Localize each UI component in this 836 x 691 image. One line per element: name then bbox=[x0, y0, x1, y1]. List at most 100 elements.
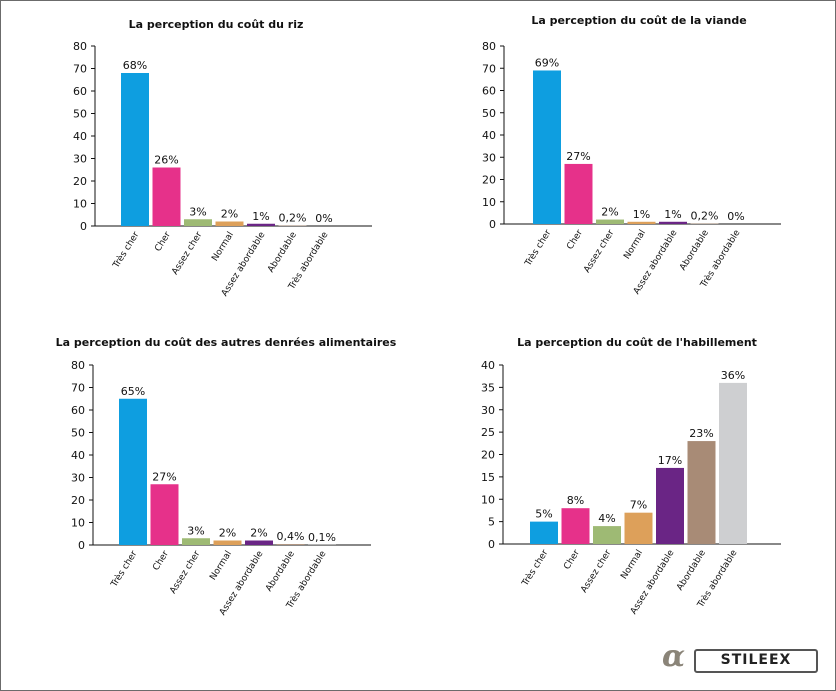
y-tick-label: 0 bbox=[80, 220, 87, 233]
y-tick-label: 30 bbox=[482, 151, 496, 164]
category-label: Très cher bbox=[108, 549, 140, 590]
y-tick-label: 10 bbox=[481, 493, 495, 506]
category-label: Assez cher bbox=[582, 228, 616, 275]
data-label: 7% bbox=[630, 499, 647, 512]
y-tick-label: 35 bbox=[481, 381, 495, 394]
category-label: Assez cher bbox=[170, 230, 204, 277]
category-label: Abordable bbox=[264, 549, 297, 594]
y-tick-label: 20 bbox=[482, 174, 496, 187]
category-label: Assez cher bbox=[579, 548, 613, 595]
bar bbox=[119, 398, 147, 545]
y-tick-label: 80 bbox=[73, 40, 87, 53]
alpha-logo-icon: α bbox=[662, 639, 686, 674]
data-label: 0% bbox=[727, 210, 744, 223]
data-label: 17% bbox=[658, 454, 682, 467]
y-tick-label: 50 bbox=[73, 108, 87, 121]
data-label: 1% bbox=[664, 208, 681, 221]
data-label: 26% bbox=[154, 154, 178, 167]
bar bbox=[596, 219, 624, 224]
data-label: 3% bbox=[187, 524, 204, 537]
bar bbox=[659, 221, 687, 224]
chart-title: La perception du coût des autres denrées… bbox=[56, 336, 397, 349]
y-tick-label: 0 bbox=[488, 538, 495, 551]
logo-box: STILEEX bbox=[694, 649, 818, 673]
y-tick-label: 20 bbox=[73, 175, 87, 188]
y-tick-label: 70 bbox=[482, 62, 496, 75]
data-label: 2% bbox=[221, 208, 238, 221]
chart-title: La perception du coût de la viande bbox=[531, 14, 746, 27]
bar bbox=[150, 484, 179, 545]
y-tick-label: 60 bbox=[482, 85, 496, 98]
data-label: 2% bbox=[250, 527, 267, 540]
y-tick-label: 0 bbox=[489, 218, 496, 231]
y-tick-label: 20 bbox=[71, 494, 85, 507]
category-label: Abordable bbox=[678, 228, 711, 273]
data-label: 27% bbox=[566, 150, 590, 163]
y-tick-label: 15 bbox=[481, 471, 495, 484]
category-label: Cher bbox=[153, 230, 173, 254]
bar bbox=[245, 540, 273, 545]
category-label: Normal bbox=[210, 230, 236, 263]
category-label: Très cher bbox=[522, 228, 554, 269]
data-label: 8% bbox=[567, 494, 584, 507]
y-tick-label: 70 bbox=[73, 63, 87, 76]
y-tick-label: 80 bbox=[71, 359, 85, 372]
data-label: 65% bbox=[121, 385, 145, 398]
bar bbox=[247, 223, 275, 226]
data-label: 0% bbox=[315, 212, 332, 225]
chart-title: La perception du coût de l'habillement bbox=[517, 336, 757, 349]
bar bbox=[276, 544, 305, 545]
y-tick-label: 50 bbox=[482, 107, 496, 120]
data-label: 1% bbox=[252, 210, 269, 223]
y-tick-label: 20 bbox=[481, 449, 495, 462]
category-label: Normal bbox=[208, 549, 234, 582]
data-label: 68% bbox=[123, 59, 147, 72]
data-label: 5% bbox=[535, 508, 552, 521]
y-tick-label: 40 bbox=[71, 449, 85, 462]
data-label: 2% bbox=[219, 527, 236, 540]
data-label: 36% bbox=[721, 369, 745, 382]
bar bbox=[530, 521, 558, 544]
stileex-logo: α STILEEX bbox=[660, 639, 820, 675]
bar bbox=[184, 219, 212, 226]
bar bbox=[213, 540, 242, 545]
y-tick-label: 10 bbox=[73, 198, 87, 211]
category-label: Normal bbox=[622, 228, 648, 261]
category-label: Abordable bbox=[675, 548, 708, 593]
y-tick-label: 80 bbox=[482, 40, 496, 53]
data-label: 0,1% bbox=[308, 531, 336, 544]
y-tick-label: 0 bbox=[78, 539, 85, 552]
bar bbox=[593, 526, 621, 544]
data-label: 2% bbox=[601, 206, 618, 219]
bar bbox=[215, 221, 244, 226]
chart-title: La perception du coût du riz bbox=[129, 18, 304, 31]
category-label: Abordable bbox=[266, 230, 299, 275]
data-label: 3% bbox=[189, 205, 206, 218]
data-label: 23% bbox=[689, 427, 713, 440]
bar bbox=[152, 167, 181, 226]
bar bbox=[656, 467, 684, 544]
category-label: Cher bbox=[562, 548, 582, 572]
logo-text: STILEEX bbox=[720, 652, 792, 668]
bar bbox=[719, 382, 747, 544]
data-label: 0,2% bbox=[279, 212, 307, 225]
bar bbox=[564, 163, 593, 224]
y-tick-label: 30 bbox=[71, 472, 85, 485]
data-label: 1% bbox=[633, 208, 650, 221]
y-tick-label: 25 bbox=[481, 426, 495, 439]
y-tick-label: 70 bbox=[71, 382, 85, 395]
data-label: 4% bbox=[598, 512, 615, 525]
y-tick-label: 60 bbox=[73, 85, 87, 98]
data-label: 69% bbox=[535, 56, 559, 69]
y-tick-label: 10 bbox=[482, 196, 496, 209]
y-tick-label: 60 bbox=[71, 404, 85, 417]
category-label: Cher bbox=[151, 549, 171, 573]
bar bbox=[624, 512, 653, 544]
y-tick-label: 5 bbox=[488, 516, 495, 529]
y-tick-label: 30 bbox=[481, 404, 495, 417]
bar bbox=[627, 221, 656, 224]
y-tick-label: 40 bbox=[482, 129, 496, 142]
bar bbox=[182, 538, 210, 545]
category-label: Très cher bbox=[110, 230, 142, 271]
